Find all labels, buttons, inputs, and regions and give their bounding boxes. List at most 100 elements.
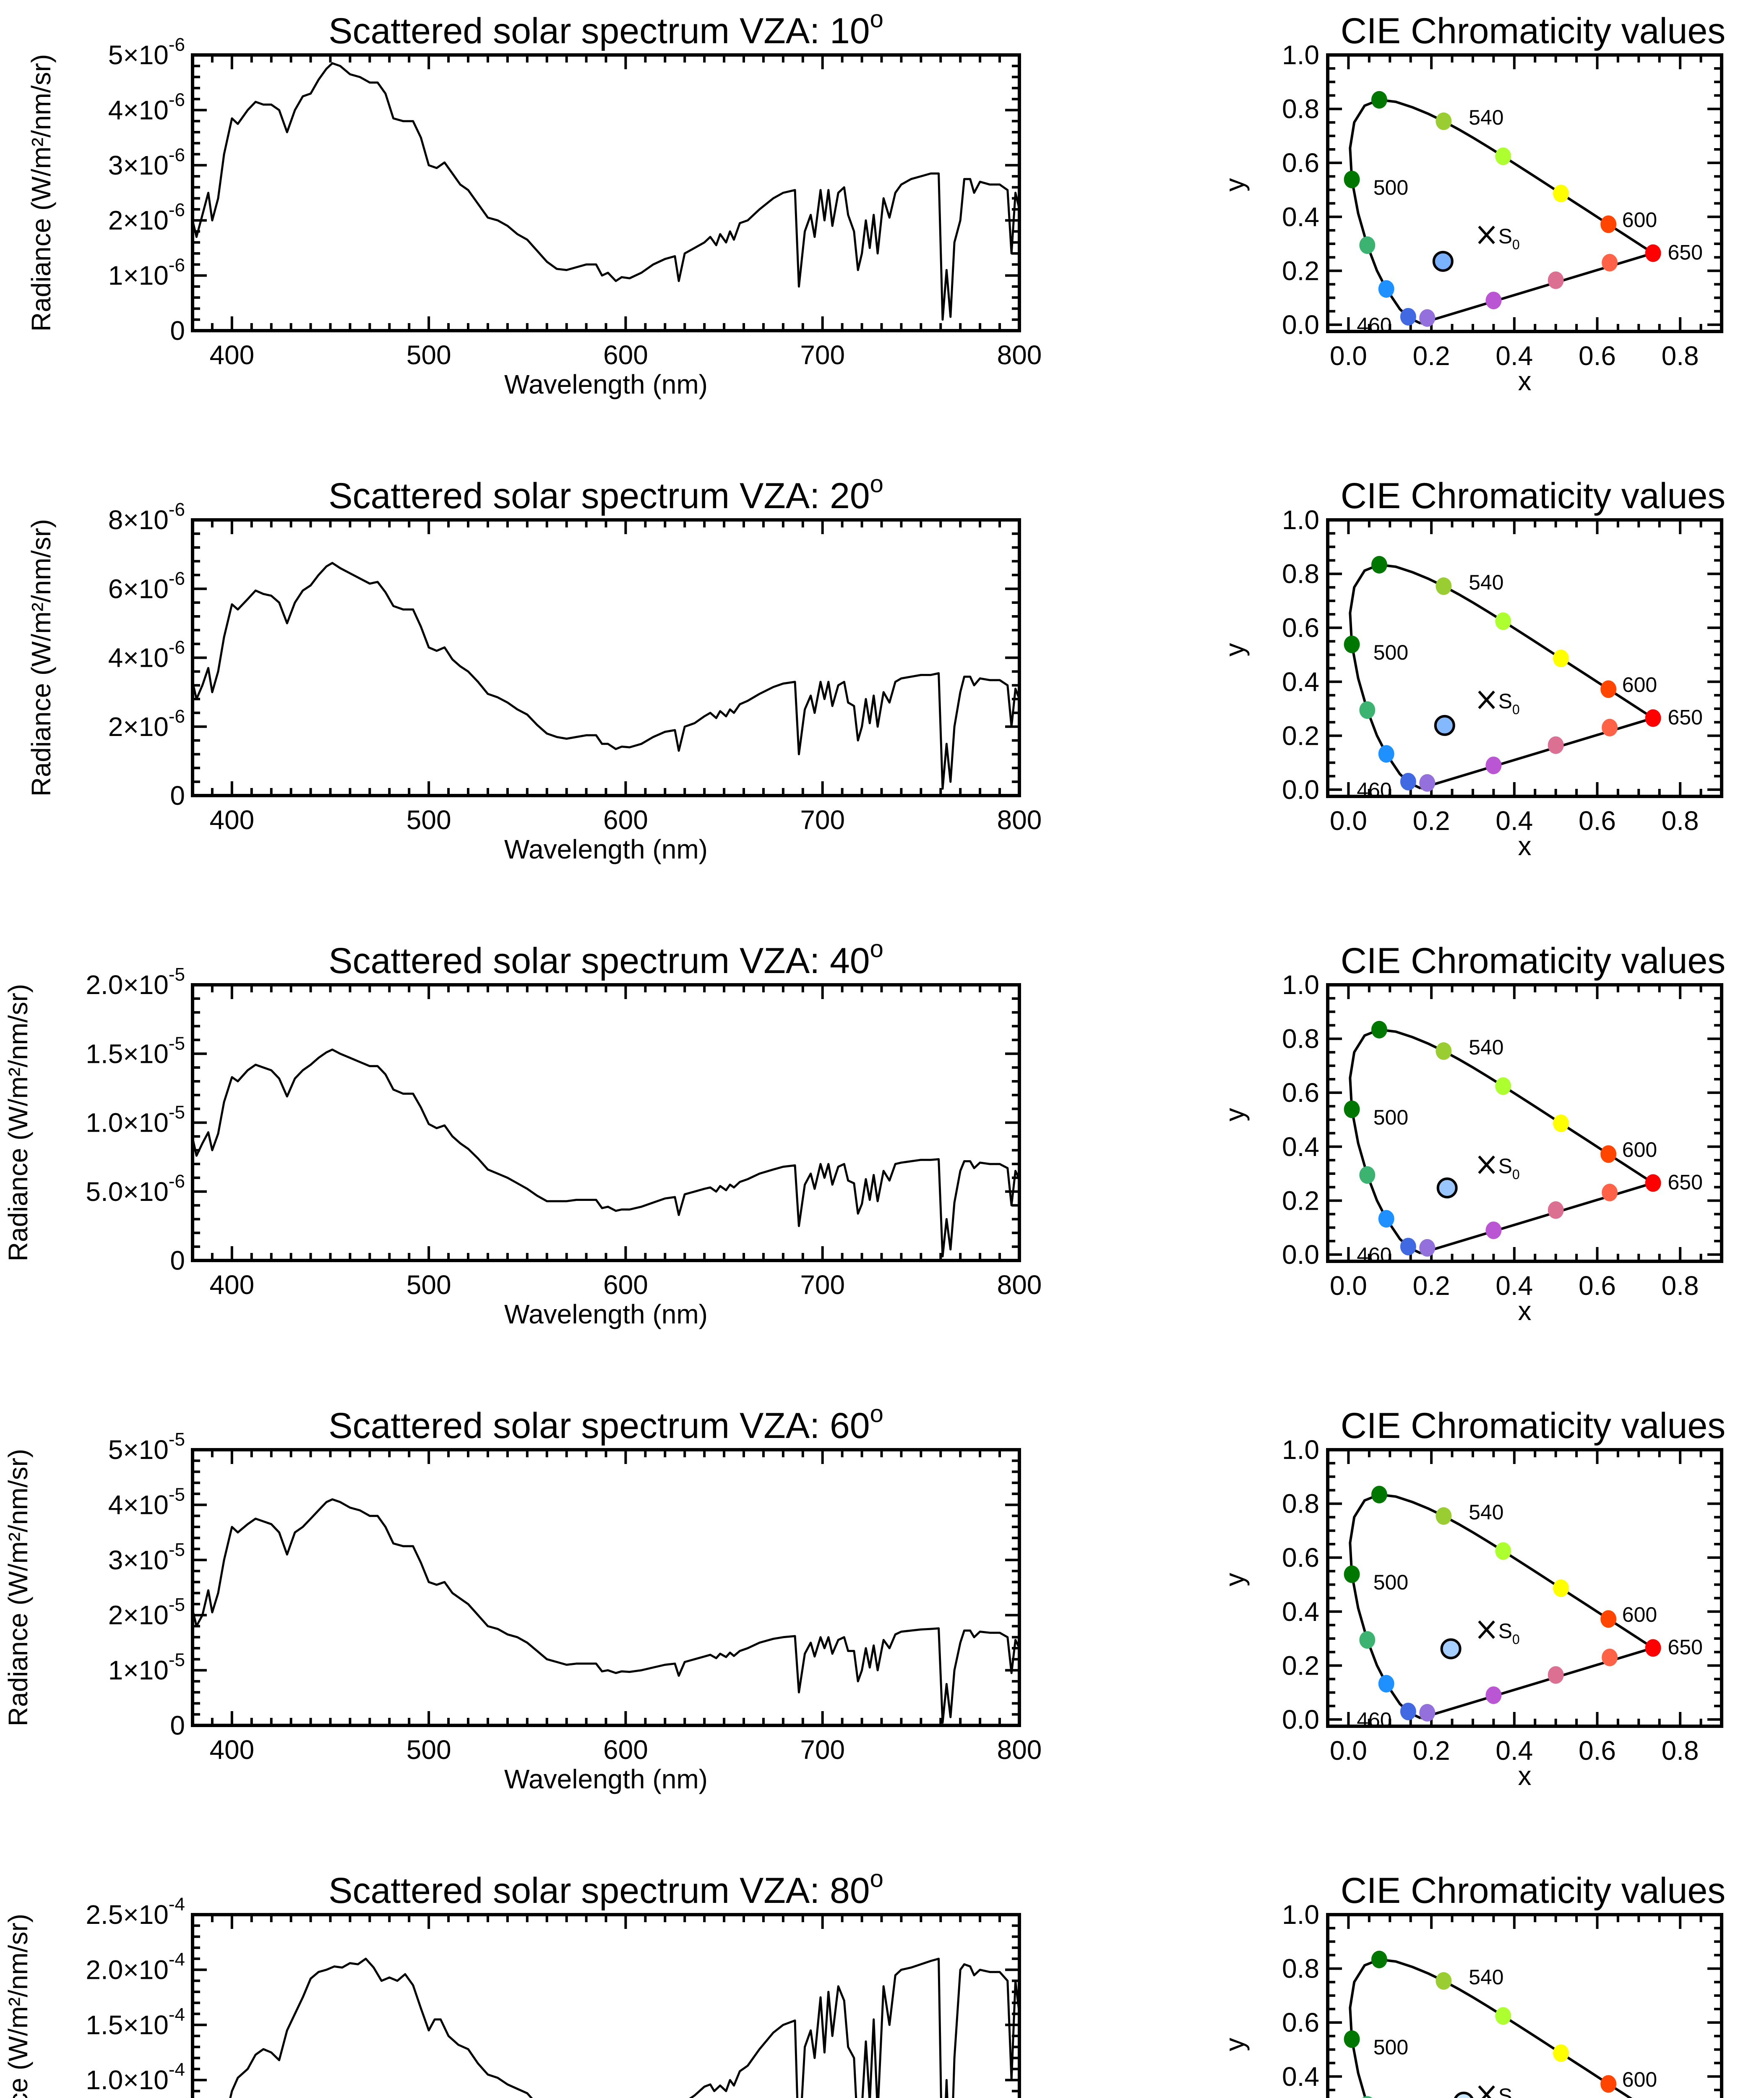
x-tick-label: 500 bbox=[406, 340, 451, 370]
y-tick-label: 2×10-6 bbox=[108, 706, 185, 742]
y-tick-mantissa: 3×10 bbox=[108, 1545, 169, 1575]
x-tick-label: 0.2 bbox=[1413, 806, 1450, 836]
x-axis-label: x bbox=[1518, 831, 1532, 861]
x-tick-label: 600 bbox=[603, 805, 648, 835]
x-tick-label: 400 bbox=[209, 1735, 254, 1765]
sample-chromaticity-point bbox=[1454, 2091, 1474, 2098]
y-tick-mantissa: 5.0×10 bbox=[86, 1177, 169, 1207]
degree-superscript: o bbox=[870, 470, 883, 498]
locus-marker bbox=[1378, 1210, 1394, 1228]
plot-frame bbox=[191, 1448, 1021, 1727]
locus-marker bbox=[1548, 736, 1564, 754]
wavelength-label: 460 bbox=[1357, 1708, 1391, 1732]
y-tick-mantissa: 1×10 bbox=[108, 261, 169, 291]
wavelength-label: 460 bbox=[1357, 1243, 1391, 1267]
locus-marker bbox=[1359, 1166, 1376, 1184]
x-tick-label: 800 bbox=[997, 340, 1042, 370]
chromaticity-title: CIE Chromaticity values bbox=[1341, 941, 1726, 981]
y-tick-label: 4×10-6 bbox=[108, 637, 185, 673]
y-tick-label: 0.8 bbox=[1282, 1024, 1319, 1054]
x-axis-label: x bbox=[1518, 1296, 1532, 1326]
wavelength-label: 600 bbox=[1622, 673, 1657, 697]
locus-marker bbox=[1495, 2007, 1511, 2025]
y-tick-exponent: -5 bbox=[169, 1594, 185, 1615]
y-tick-exponent: -6 bbox=[169, 499, 185, 520]
white-point-label-text: S bbox=[1498, 689, 1512, 713]
locus-marker bbox=[1495, 1542, 1511, 1560]
locus-marker bbox=[1371, 1485, 1387, 1503]
x-tick-label: 0.6 bbox=[1579, 1271, 1616, 1301]
y-tick-label: 0.0 bbox=[1282, 1239, 1319, 1270]
plot-frame bbox=[191, 518, 1021, 797]
chromaticity-panel-4: CIE Chromaticity values 0.0 0.2 0.4 0.6 0.8 0.… bbox=[1219, 1406, 1725, 1791]
wavelength-label: 650 bbox=[1668, 240, 1703, 264]
x-tick-label: 0.0 bbox=[1330, 1271, 1367, 1301]
locus-marker bbox=[1485, 1221, 1502, 1239]
spectrum-title-text: Scattered solar spectrum VZA: 60 bbox=[328, 1406, 870, 1446]
y-tick-label: 1.0 bbox=[1282, 1435, 1319, 1465]
y-tick-exponent: -5 bbox=[169, 1429, 185, 1450]
sample-chromaticity-point bbox=[1436, 1177, 1458, 1199]
y-tick-label: 2×10-6 bbox=[108, 200, 185, 235]
y-tick-exponent: -4 bbox=[169, 1949, 185, 1970]
y-tick-exponent: -5 bbox=[169, 1650, 185, 1670]
x-axis-label: Wavelength (nm) bbox=[504, 834, 708, 864]
locus-marker bbox=[1485, 1686, 1502, 1704]
white-point-marker bbox=[1478, 2085, 1495, 2098]
y-tick-label: 0.0 bbox=[1282, 310, 1319, 340]
locus-marker bbox=[1400, 1702, 1416, 1720]
locus-marker bbox=[1371, 556, 1387, 574]
y-tick-exponent: -6 bbox=[169, 706, 185, 727]
x-tick-label: 600 bbox=[603, 1735, 648, 1765]
y-tick-label: 0 bbox=[170, 1710, 185, 1741]
locus-marker bbox=[1495, 147, 1511, 165]
x-tick-label: 0.4 bbox=[1496, 1271, 1533, 1301]
spectrum-line bbox=[193, 562, 1019, 790]
x-tick-label: 700 bbox=[800, 1270, 845, 1300]
spectrum-panel-2: Scattered solar spectrum VZA: 20o 400 500 6… bbox=[26, 470, 1042, 864]
locus-marker bbox=[1548, 1666, 1564, 1684]
x-tick-label: 0.2 bbox=[1413, 1735, 1450, 1766]
wavelength-label: 600 bbox=[1622, 1603, 1657, 1626]
y-tick-label: 5×10-5 bbox=[108, 1429, 185, 1465]
wavelength-label: 500 bbox=[1373, 2035, 1408, 2059]
y-tick-label: 0.2 bbox=[1282, 720, 1319, 751]
wavelength-label: 540 bbox=[1469, 571, 1503, 594]
locus-marker bbox=[1400, 308, 1416, 326]
y-tick-label: 4×10-6 bbox=[108, 89, 185, 125]
y-tick-mantissa: 2×10 bbox=[108, 712, 169, 742]
chromaticity-title: CIE Chromaticity values bbox=[1341, 1406, 1726, 1446]
wavelength-label: 540 bbox=[1469, 1036, 1503, 1059]
locus-marker bbox=[1436, 1972, 1452, 1990]
spectrum-title-text: Scattered solar spectrum VZA: 40 bbox=[328, 941, 870, 981]
degree-superscript: o bbox=[870, 1400, 883, 1427]
y-tick-label: 0.2 bbox=[1282, 1650, 1319, 1680]
y-tick-label: 0.8 bbox=[1282, 94, 1319, 124]
y-tick-label: 4×10-5 bbox=[108, 1484, 185, 1520]
x-tick-label: 500 bbox=[406, 1270, 451, 1300]
y-tick-mantissa: 1.5×10 bbox=[86, 2010, 169, 2040]
y-tick-label: 1.0×10-5 bbox=[86, 1102, 185, 1138]
x-tick-label: 0.8 bbox=[1662, 341, 1699, 371]
locus-marker bbox=[1419, 309, 1436, 327]
white-point-label: S0 bbox=[1498, 224, 1520, 252]
wavelength-label: 600 bbox=[1622, 1138, 1657, 1161]
locus-marker bbox=[1600, 1145, 1617, 1163]
white-point-subscript: 0 bbox=[1512, 1167, 1520, 1182]
y-tick-label: 0.4 bbox=[1282, 202, 1319, 232]
y-tick-exponent: -6 bbox=[169, 34, 185, 55]
locus-marker bbox=[1344, 1565, 1360, 1583]
spectrum-panel-4: Scattered solar spectrum VZA: 60o 400 500 6… bbox=[3, 1400, 1042, 1794]
y-tick-mantissa: 1×10 bbox=[108, 1655, 169, 1686]
spectrum-line bbox=[193, 1498, 1019, 1724]
chromaticity-title: CIE Chromaticity values bbox=[1341, 476, 1726, 516]
spectrum-title: Scattered solar spectrum VZA: 20o bbox=[328, 470, 883, 516]
y-tick-mantissa: 2.5×10 bbox=[86, 1900, 169, 1930]
y-tick-mantissa: 2×10 bbox=[108, 205, 169, 235]
x-tick-label: 0.2 bbox=[1413, 1271, 1450, 1301]
y-tick-mantissa: 1.5×10 bbox=[86, 1039, 169, 1069]
wavelength-label: 650 bbox=[1668, 1635, 1703, 1659]
x-tick-label: 500 bbox=[406, 1735, 451, 1765]
y-tick-label: 0.8 bbox=[1282, 1489, 1319, 1519]
y-tick-label: 1.0×10-4 bbox=[86, 2059, 185, 2095]
